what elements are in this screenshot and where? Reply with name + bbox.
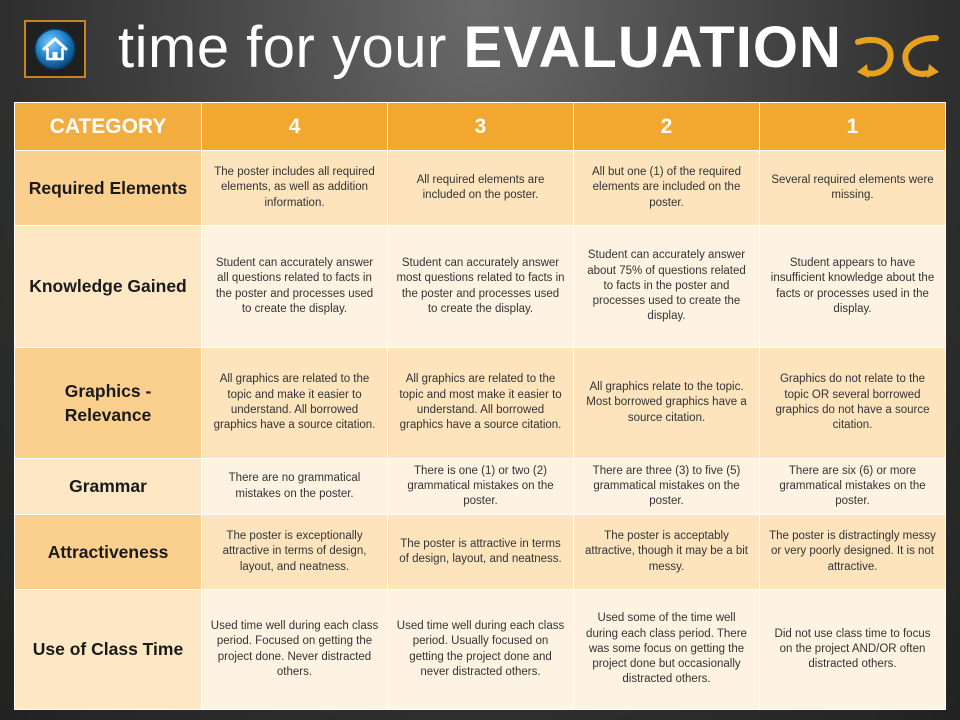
page-title: time for your EVALUATION xyxy=(118,14,842,81)
table-cell: Did not use class time to focus on the p… xyxy=(759,589,946,710)
table-row: Grammar There are no grammatical mistake… xyxy=(14,458,946,515)
row-category: Use of Class Time xyxy=(14,589,202,710)
table-cell: All graphics relate to the topic. Most b… xyxy=(573,347,760,459)
table-cell: The poster is acceptably attractive, tho… xyxy=(573,514,760,590)
table-cell: Student can accurately answer about 75% … xyxy=(573,225,760,348)
table-cell: Student appears to have insufficient kno… xyxy=(759,225,946,348)
table-row: Graphics - Relevance All graphics are re… xyxy=(14,347,946,459)
row-category: Required Elements xyxy=(14,150,202,226)
table-cell: The poster is exceptionally attractive i… xyxy=(201,514,388,590)
table-cell: There is one (1) or two (2) grammatical … xyxy=(387,458,574,515)
header-score-3: 3 xyxy=(387,102,574,151)
header-score-2: 2 xyxy=(573,102,760,151)
home-button[interactable] xyxy=(24,20,86,78)
table-cell: All required elements are included on th… xyxy=(387,150,574,226)
table-cell: There are six (6) or more grammatical mi… xyxy=(759,458,946,515)
title-prefix: time for your xyxy=(118,15,447,80)
home-icon xyxy=(34,28,76,70)
table-cell: Student can accurately answer all questi… xyxy=(201,225,388,348)
table-cell: Used some of the time well during each c… xyxy=(573,589,760,710)
table-row: Required Elements The poster includes al… xyxy=(14,150,946,226)
header-score-1: 1 xyxy=(759,102,946,151)
row-category: Attractiveness xyxy=(14,514,202,590)
table-cell: The poster is attractive in terms of des… xyxy=(387,514,574,590)
table-cell: Student can accurately answer most quest… xyxy=(387,225,574,348)
table-cell: All graphics are related to the topic an… xyxy=(387,347,574,459)
header-category: CATEGORY xyxy=(14,102,202,151)
table-row: Attractiveness The poster is exceptional… xyxy=(14,514,946,590)
table-cell: The poster is distractingly messy or ver… xyxy=(759,514,946,590)
table-cell: Used time well during each class period.… xyxy=(201,589,388,710)
row-category: Knowledge Gained xyxy=(14,225,202,348)
evaluation-rubric-table: CATEGORY 4 3 2 1 Required Elements The p… xyxy=(14,102,946,710)
header-score-4: 4 xyxy=(201,102,388,151)
row-category: Graphics - Relevance xyxy=(14,347,202,459)
table-cell: There are no grammatical mistakes on the… xyxy=(201,458,388,515)
table-cell: Used time well during each class period.… xyxy=(387,589,574,710)
row-category: Grammar xyxy=(14,458,202,515)
table-cell: Several required elements were missing. xyxy=(759,150,946,226)
table-cell: All but one (1) of the required elements… xyxy=(573,150,760,226)
table-row: Knowledge Gained Student can accurately … xyxy=(14,225,946,348)
header-row: CATEGORY 4 3 2 1 xyxy=(14,102,946,151)
title-emphasis: EVALUATION xyxy=(463,15,842,80)
table-cell: All graphics are related to the topic an… xyxy=(201,347,388,459)
table-cell: There are three (3) to five (5) grammati… xyxy=(573,458,760,515)
table-cell: Graphics do not relate to the topic OR s… xyxy=(759,347,946,459)
table-row: Use of Class Time Used time well during … xyxy=(14,589,946,710)
curved-arrows-icon xyxy=(855,35,939,78)
table-cell: The poster includes all required element… xyxy=(201,150,388,226)
